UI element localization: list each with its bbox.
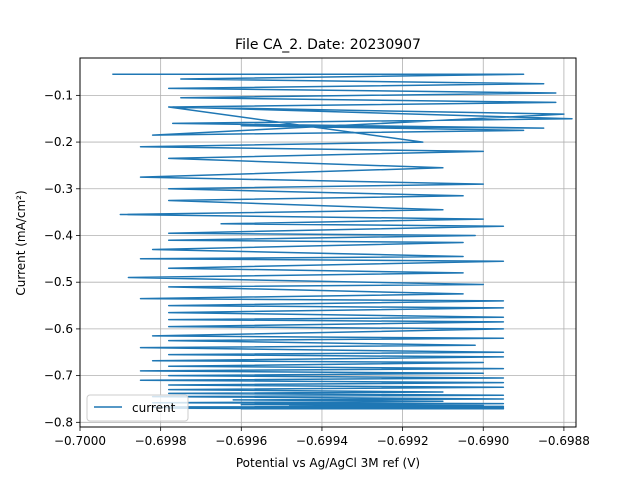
x-tick-label: −0.6990 (457, 434, 509, 448)
y-tick-label: −0.1 (44, 88, 73, 102)
y-tick-label: −0.8 (44, 415, 73, 429)
series-line-current (112, 73, 573, 410)
legend: current (86, 394, 189, 422)
x-tick-label: −0.6992 (377, 434, 429, 448)
series-layer (112, 73, 573, 410)
y-axis: −0.1 −0.2 −0.3 −0.4 −0.5 −0.6 −0.7 −0.8 (44, 88, 80, 429)
y-tick-label: −0.3 (44, 182, 73, 196)
y-tick-label: −0.2 (44, 135, 73, 149)
legend-box (86, 394, 189, 422)
y-axis-label: Current (mA/cm²) (14, 190, 28, 295)
y-tick-label: −0.5 (44, 275, 73, 289)
legend-label: current (132, 401, 176, 415)
x-tick-label: −0.6996 (215, 434, 267, 448)
y-tick-label: −0.6 (44, 322, 73, 336)
x-axis-label: Potential vs Ag/AgCl 3M ref (V) (236, 456, 420, 470)
plot-frame (79, 57, 577, 428)
x-tick-label: −0.6994 (296, 434, 348, 448)
y-tick-label: −0.7 (44, 369, 73, 383)
x-tick-label: −0.6998 (135, 434, 187, 448)
y-tick-label: −0.4 (44, 228, 73, 242)
x-axis: −0.7000 −0.6998 −0.6996 −0.6994 −0.6992 −0.69… (54, 427, 590, 448)
chart-title: File CA_2. Date: 20230907 (235, 37, 421, 53)
x-tick-label: −0.6988 (538, 434, 590, 448)
x-tick-label: −0.7000 (54, 434, 106, 448)
